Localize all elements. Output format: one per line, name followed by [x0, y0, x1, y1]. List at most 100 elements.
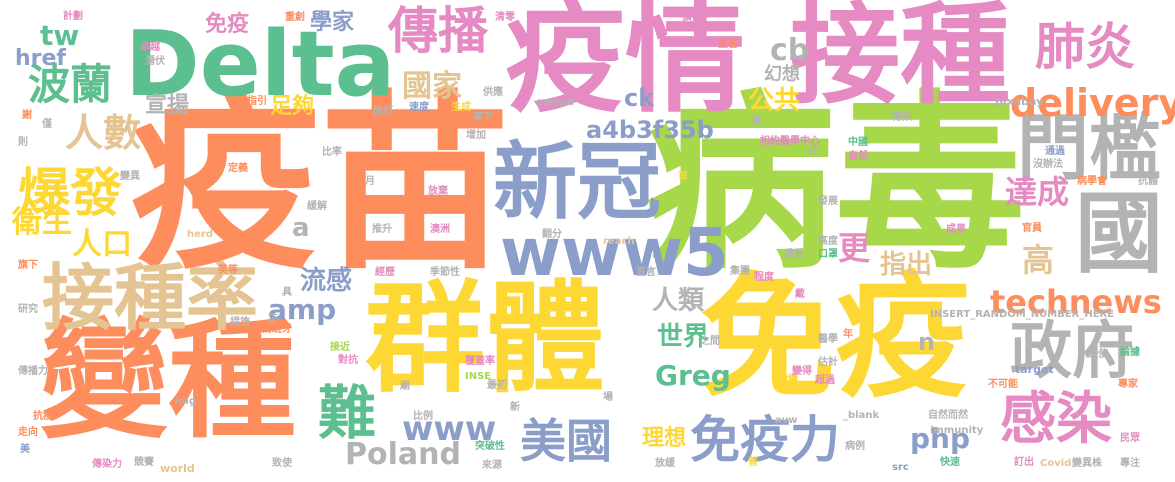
word: 程度	[754, 272, 774, 283]
word: 經歷	[375, 267, 395, 278]
word: 訂出	[1014, 457, 1034, 468]
word: cb	[770, 33, 810, 68]
word: INSE	[465, 371, 492, 382]
word: 直言	[636, 267, 656, 278]
word: 主管	[718, 39, 738, 50]
word: delivery	[1010, 81, 1175, 125]
word: 通過	[1045, 146, 1065, 157]
word: 放緩	[655, 458, 675, 469]
word: 接種率	[42, 256, 259, 340]
word: 美國	[520, 414, 612, 468]
word: 指引	[247, 96, 267, 107]
word: 中國	[848, 137, 868, 148]
word: 施打	[373, 106, 393, 117]
word: src	[892, 462, 909, 473]
word: 具	[282, 287, 292, 298]
word: 自然而然	[928, 410, 968, 421]
word: 免疫	[205, 12, 250, 37]
word: 推升	[372, 224, 392, 235]
word: 指出	[880, 250, 933, 280]
word: 專注	[1120, 458, 1140, 469]
word: 門檻	[1017, 106, 1162, 190]
word: 接種	[790, 0, 1010, 119]
word: 不可能	[988, 379, 1018, 390]
word: 傳播	[388, 2, 488, 60]
word: 持續	[778, 374, 798, 385]
word: 波蘭	[28, 60, 113, 109]
word: 估計	[818, 357, 838, 368]
word: 感染	[1000, 387, 1112, 452]
word: 理想	[642, 426, 687, 451]
word: 公共	[748, 86, 801, 116]
word: 化	[808, 146, 818, 157]
word: 新	[510, 402, 520, 413]
word: _blank	[843, 410, 880, 421]
word: a4b3f35b	[586, 116, 714, 144]
word: n	[918, 328, 936, 356]
word: 肺炎	[1035, 18, 1135, 76]
word: 病毒	[645, 74, 1026, 295]
word: 學家	[310, 10, 355, 35]
word: 疫情	[505, 0, 745, 129]
word: 群體	[365, 270, 605, 409]
word: 澳洲	[430, 224, 450, 235]
word: 快速	[940, 457, 960, 468]
word: 流感	[300, 266, 353, 296]
word: reach	[603, 236, 635, 247]
word: tw	[40, 19, 80, 52]
word: 高下	[473, 112, 493, 123]
word: 相約醫學中心	[760, 136, 820, 147]
word: 世界	[657, 322, 710, 352]
word: 變異	[120, 171, 140, 182]
word: 追使	[1088, 349, 1108, 360]
word: 成果	[946, 224, 966, 235]
word: php	[910, 422, 971, 455]
word: 真	[752, 116, 762, 127]
word: 走向	[18, 427, 38, 438]
word: INSERT_RANDOM_NUMBER_HERE	[930, 309, 1115, 320]
word: 人口	[72, 227, 132, 262]
word: 旗下	[18, 260, 38, 271]
word: 首	[678, 171, 688, 182]
word: 潛伏	[145, 56, 165, 67]
word: 官員	[1022, 223, 1042, 234]
word: 場	[603, 392, 613, 403]
word: 抗疫	[33, 411, 53, 422]
word: 供應	[483, 87, 503, 98]
word: 人數	[65, 111, 142, 155]
word: 季節性	[430, 267, 460, 278]
word: 幻想	[764, 64, 800, 85]
word: 年	[843, 329, 853, 340]
word: 放棄	[428, 186, 448, 197]
word: 難	[318, 379, 377, 447]
word: 變種	[40, 307, 297, 456]
word: 國	[1075, 182, 1164, 285]
word: 僅	[42, 119, 52, 130]
word: 病例	[845, 441, 865, 452]
word: ck	[624, 84, 655, 112]
word: 戴	[795, 289, 805, 300]
word: 高	[1022, 241, 1055, 279]
word: 增加	[466, 130, 486, 141]
word: 卓越	[140, 42, 160, 53]
word: 抗體	[1138, 176, 1158, 187]
word: 醫學	[818, 334, 838, 345]
word: 比例	[413, 411, 433, 422]
word: herd	[187, 229, 213, 240]
word: 擴散	[682, 12, 702, 23]
word: 傳播力	[18, 366, 48, 377]
word: 廟	[400, 381, 410, 392]
word: 來源	[482, 460, 502, 471]
word: 清零	[495, 12, 515, 23]
word: 定義	[228, 163, 248, 174]
word: 比率	[322, 147, 342, 158]
word: Poland	[345, 437, 461, 472]
word: 謝	[22, 110, 32, 121]
word: 衛生	[12, 205, 72, 240]
word: 最初	[487, 380, 507, 391]
word: Covid	[1040, 458, 1072, 469]
word: 英等	[218, 265, 238, 276]
word: 超過	[815, 375, 835, 386]
word: technews	[990, 283, 1162, 321]
word: avw	[775, 415, 798, 426]
